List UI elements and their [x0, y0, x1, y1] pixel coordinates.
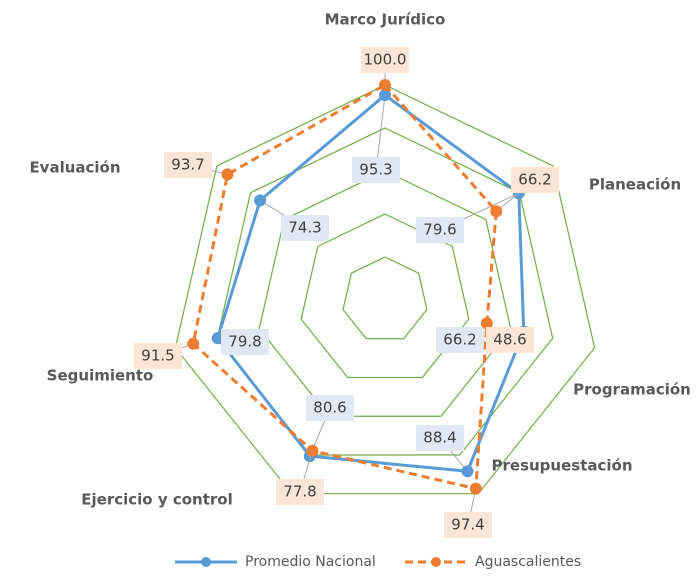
category-label: Seguimiento [47, 367, 154, 385]
data-label: 66.2 [443, 331, 476, 349]
label-box [444, 512, 492, 538]
grid-ring [258, 170, 512, 417]
data-label: 79.8 [228, 333, 261, 351]
grid-ring [174, 84, 596, 495]
label-box [511, 167, 559, 193]
label-box [352, 157, 400, 183]
data-point [490, 205, 503, 218]
label-box [164, 152, 212, 178]
data-point [379, 89, 391, 102]
data-label: 79.6 [423, 221, 456, 239]
label-box [361, 47, 409, 73]
data-point [187, 337, 200, 350]
data-point [469, 482, 482, 495]
label-box [221, 329, 269, 355]
category-label: Planeación [589, 176, 681, 194]
data-point [480, 317, 493, 330]
legend-label: Promedio Nacional [245, 554, 376, 570]
data-label: 93.7 [171, 156, 204, 174]
data-label: 74.3 [288, 219, 321, 237]
label-box [416, 425, 464, 451]
label-box [281, 215, 329, 241]
data-label: 77.8 [283, 483, 316, 501]
data-point [211, 332, 224, 345]
data-label: 66.2 [518, 171, 551, 189]
series-line [216, 93, 526, 473]
grid-ring [300, 213, 470, 379]
category-label: Evaluación [29, 159, 120, 177]
label-box [134, 343, 182, 369]
data-label: 95.3 [359, 161, 392, 179]
data-point [461, 465, 474, 478]
data-label: 48.6 [493, 331, 526, 349]
grid-ring [216, 127, 554, 456]
data-label: 88.4 [423, 429, 456, 447]
label-box [486, 327, 534, 353]
label-box [306, 395, 354, 421]
label-box [276, 479, 324, 505]
category-label: Presupuestación [492, 457, 633, 475]
data-point [254, 194, 267, 207]
category-label: Ejercicio y control [81, 491, 232, 509]
legend-marker [201, 557, 211, 567]
grid-ring [342, 256, 428, 340]
label-box [416, 217, 464, 243]
label-box [436, 327, 484, 353]
legend-label: Aguascalientes [475, 554, 581, 570]
data-label: 91.5 [141, 347, 174, 365]
data-label: 80.6 [313, 399, 346, 417]
legend-marker [431, 557, 441, 567]
category-label: Marco Jurídico [325, 11, 446, 29]
category-label: Programación [573, 381, 691, 399]
data-point [221, 168, 234, 181]
data-label: 100.0 [364, 51, 407, 69]
data-label: 97.4 [451, 516, 484, 534]
series-line [191, 83, 498, 491]
data-point [306, 444, 319, 457]
data-point [379, 79, 391, 91]
